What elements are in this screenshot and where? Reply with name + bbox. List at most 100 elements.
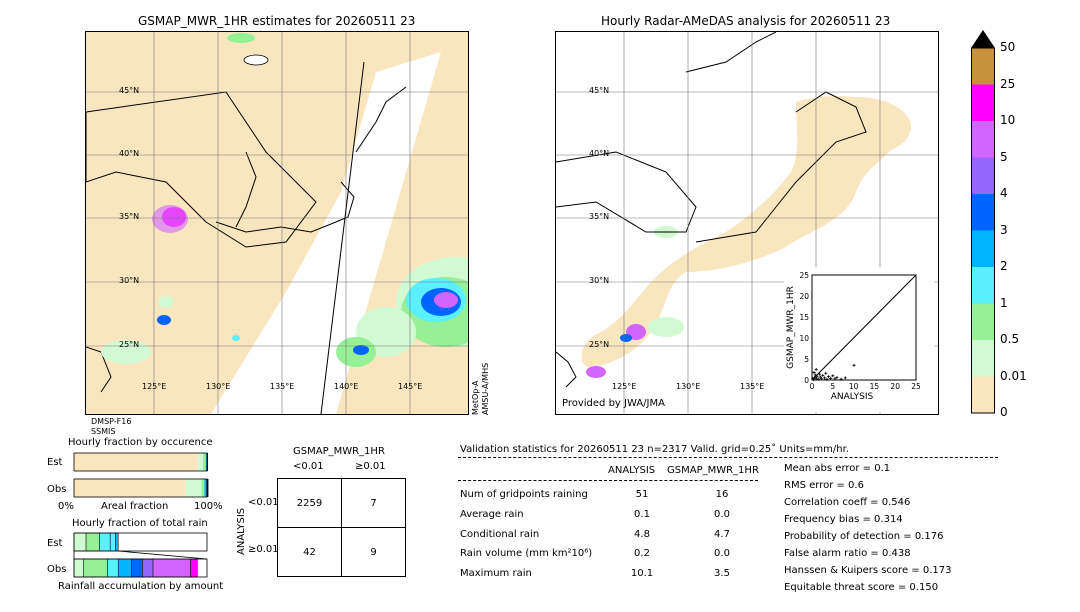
- bar-frame: [73, 478, 208, 498]
- left-lon-145: 145°E: [398, 382, 423, 391]
- tr-xlabel: Rainfall accumulation by amount: [58, 581, 224, 592]
- stats-row-label-1: Average rain: [460, 509, 524, 520]
- ct-row-label: ANALYSIS: [236, 507, 247, 555]
- bar-segment: [185, 479, 202, 497]
- left-lon-140: 140°E: [334, 382, 359, 391]
- score-7: Equitable threat score = 0.150: [784, 582, 939, 593]
- scatter-point: [829, 376, 833, 380]
- scatter-diagonal: [811, 274, 917, 381]
- right-map-title: Hourly Radar-AMeDAS analysis for 2026051…: [601, 14, 891, 28]
- colorbar-segment: [971, 230, 995, 267]
- stats-col-analysis: ANALYSIS: [608, 465, 656, 476]
- scatter-point: [831, 374, 835, 378]
- colorbar-tick-label: 25: [1000, 76, 1016, 91]
- bar-segment: [142, 558, 154, 578]
- bar-segment: [74, 453, 198, 471]
- stats-row-gsmap-0: 16: [715, 489, 729, 500]
- bar-frame: [73, 452, 208, 472]
- scatter-plot: 0 5 10 15 20 25 0 5 10 15 20 25 ANALYSIS GSMAP_MWR_1H…: [786, 271, 921, 402]
- scatter-point: [821, 373, 825, 377]
- bar-segment: [109, 532, 116, 552]
- scatter-x-tick: 15: [870, 382, 880, 391]
- stats-col-gsmap: GSMAP_MWR_1HR: [667, 465, 759, 476]
- left-lat-40: 40°N: [119, 149, 140, 158]
- ct-cell-10: 42: [277, 527, 342, 577]
- scatter-y-tick: 10: [799, 334, 809, 343]
- right-map: 45°N 40°N 35°N 30°N 25°N 125°E 130°E 135…: [555, 31, 939, 415]
- right-lat-40: 40°N: [589, 149, 610, 158]
- colorbar-tick-label: 1: [1000, 295, 1008, 310]
- bar-segment: [83, 558, 108, 578]
- colorbar-segment: [971, 194, 995, 231]
- colorbar-segment: [971, 84, 995, 121]
- stats-header-rule: [458, 457, 998, 458]
- scatter-point: [833, 377, 837, 381]
- ct-col-1: ≥0.01: [355, 461, 386, 472]
- occurrence-bars: [73, 452, 209, 498]
- colorbar-segment: [971, 267, 995, 304]
- colorbar-frame: [971, 47, 995, 414]
- scatter-point: [824, 371, 828, 375]
- sat-label-left-2: SSMIS: [91, 427, 116, 436]
- bar-connector: [118, 550, 208, 560]
- stats-col-rule: [458, 480, 758, 481]
- scatter-point: [820, 377, 824, 381]
- right-lon-135: 135°E: [740, 382, 765, 391]
- left-lat-25: 25°N: [119, 340, 140, 349]
- scatter-inset: 0 5 10 15 20 25 0 5 10 15 20 25 ANALYSIS GSMAP_MWR_1H…: [784, 267, 934, 412]
- stats-header: Validation statistics for 20260511 23 n=…: [460, 444, 849, 455]
- colorbar-tick-label: 0.01: [1000, 368, 1027, 383]
- bar-segment: [115, 532, 119, 552]
- bar-segment: [107, 558, 119, 578]
- bar-segment: [152, 558, 191, 578]
- tr-label-est: Est: [47, 538, 63, 549]
- stats-row-label-4: Maximum rain: [460, 568, 532, 579]
- stats-row-gsmap-1: 0.0: [714, 509, 730, 520]
- colorbar: [971, 30, 995, 414]
- right-lon-130: 130°E: [676, 382, 701, 391]
- colorbar-segment: [971, 303, 995, 340]
- left-map-canvas: [86, 32, 468, 414]
- bar-segment: [73, 532, 87, 552]
- bar-segment: [204, 479, 207, 497]
- stats-row-analysis-1: 0.1: [634, 509, 650, 520]
- right-lon-125: 125°E: [612, 382, 637, 391]
- ct-title: GSMAP_MWR_1HR: [293, 446, 385, 457]
- ct-cell-01: 7: [341, 478, 406, 528]
- left-map: 45°N 40°N 35°N 30°N 25°N 125°E 130°E 135…: [85, 31, 469, 415]
- scatter-ylabel: GSMAP_MWR_1HR: [786, 286, 796, 369]
- occ-tick-0: 0%: [58, 501, 74, 512]
- colorbar-tick-label: 5: [1000, 149, 1008, 164]
- score-0: Mean abs error = 0.1: [784, 463, 891, 474]
- left-map-title: GSMAP_MWR_1HR estimates for 20260511 23: [138, 14, 416, 28]
- totalrain-bars: [73, 532, 208, 578]
- occ-label-obs: Obs: [47, 484, 67, 495]
- scatter-point: [818, 375, 822, 379]
- stats-row-gsmap-4: 3.5: [714, 568, 730, 579]
- bar-segment: [85, 532, 100, 552]
- stats-row-label-3: Rain volume (mm km²10⁶): [460, 548, 593, 559]
- scatter-xlabel: ANALYSIS: [831, 392, 874, 402]
- colorbar-tick-label: 0.5: [1000, 332, 1020, 346]
- stats-row-analysis-2: 4.8: [634, 529, 650, 540]
- scatter-x-tick: 25: [911, 382, 921, 391]
- stats-row-analysis-4: 10.1: [630, 568, 654, 579]
- stats-row-analysis-0: 51: [635, 489, 649, 500]
- stats-row-label-0: Num of gridpoints raining: [460, 489, 588, 500]
- scatter-point: [839, 377, 843, 381]
- occ-tick-100: 100%: [194, 501, 223, 512]
- scatter-y-tick: 0: [804, 376, 809, 385]
- scatter-point: [815, 374, 819, 378]
- ct-row-1: ≥0.01: [248, 544, 279, 555]
- occ-label-est: Est: [47, 457, 63, 468]
- ct-col-0: <0.01: [293, 461, 324, 472]
- score-5: False alarm ratio = 0.438: [784, 548, 911, 559]
- score-2: Correlation coeff = 0.546: [784, 497, 911, 508]
- colorbar-tick-label: 0: [1000, 405, 1008, 419]
- scatter-point: [843, 376, 847, 380]
- right-lat-35: 35°N: [589, 212, 610, 221]
- stats-row-gsmap-3: 0.0: [714, 548, 730, 559]
- scatter-y-tick: 5: [804, 355, 809, 364]
- bar-frame: [73, 558, 208, 578]
- ct-cell-00: 2259: [277, 478, 342, 528]
